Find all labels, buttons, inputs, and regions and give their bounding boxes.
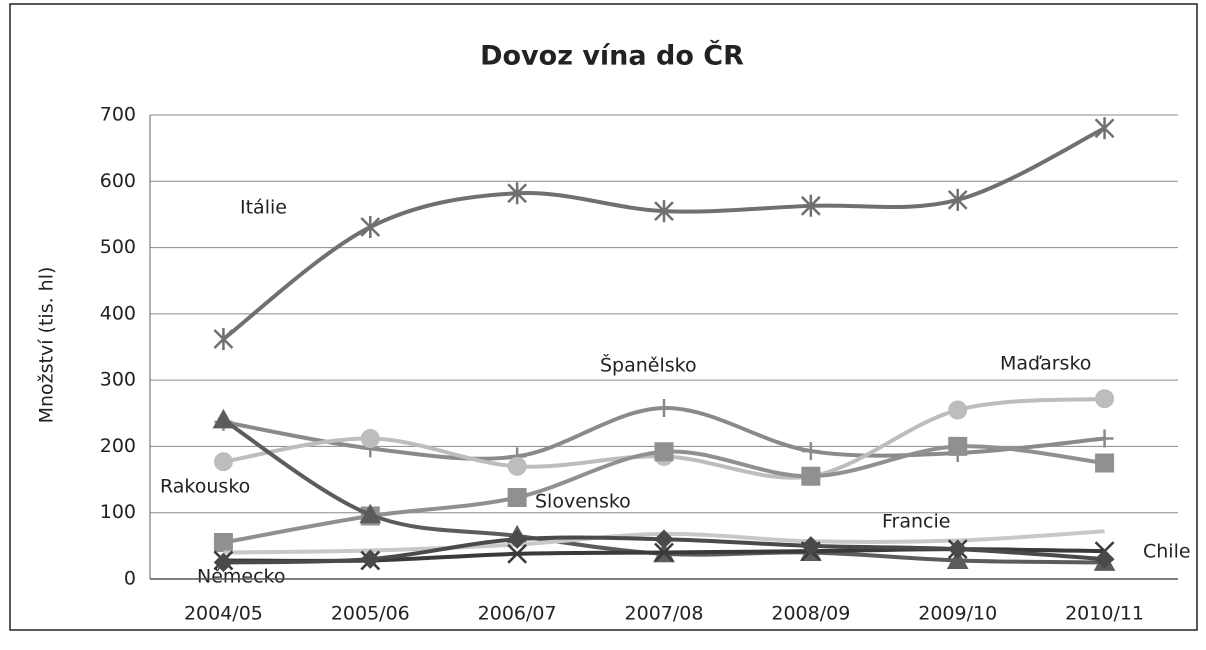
y-tick-label: 200 — [100, 435, 136, 457]
marker — [655, 398, 673, 417]
marker — [801, 442, 820, 461]
marker — [507, 487, 527, 507]
series-label: Itálie — [240, 197, 287, 219]
marker — [359, 503, 382, 524]
y-tick-label: 100 — [100, 501, 136, 523]
marker — [213, 533, 233, 553]
marker — [1095, 453, 1115, 473]
x-tick-label: 2007/08 — [625, 603, 704, 625]
series-label: Francie — [882, 511, 950, 533]
series-label: Španělsko — [600, 353, 697, 377]
y-tick-label: 0 — [124, 568, 136, 590]
x-tick-label: 2009/10 — [918, 603, 997, 625]
marker — [1095, 389, 1115, 409]
series-label: Chile — [1143, 541, 1191, 563]
marker — [800, 194, 821, 217]
y-axis-label: Množství (tis. hl) — [36, 267, 58, 424]
marker — [213, 552, 234, 573]
x-tick-label: 2004/05 — [184, 603, 263, 625]
marker — [1095, 429, 1114, 448]
marker — [948, 539, 968, 559]
x-tick-label: 2006/07 — [478, 603, 557, 625]
marker — [947, 188, 968, 211]
frame — [9, 3, 1198, 631]
marker — [654, 529, 674, 549]
marker — [801, 536, 821, 556]
chart-title: Dovoz vína do ČR — [480, 40, 744, 72]
x-tick-label: 2008/09 — [771, 603, 850, 625]
marker — [1094, 549, 1115, 569]
marker — [507, 456, 527, 476]
y-tick-label: 500 — [100, 236, 136, 258]
marker — [946, 549, 969, 569]
marker — [360, 216, 381, 239]
series-line — [222, 126, 1106, 341]
marker — [654, 200, 674, 223]
marker — [948, 436, 968, 456]
marker — [507, 182, 528, 205]
marker — [801, 466, 821, 486]
marker — [213, 328, 234, 351]
marker — [507, 543, 528, 564]
series-label: Německo — [197, 566, 286, 588]
series-label: Maďarsko — [1000, 353, 1091, 375]
x-tick-label: 2010/11 — [1065, 603, 1144, 625]
series-label: Rakousko — [160, 476, 250, 498]
y-tick-label: 700 — [100, 104, 136, 126]
series-label: Slovensko — [535, 491, 631, 513]
marker — [360, 549, 380, 569]
x-tick-label: 2005/06 — [331, 603, 410, 625]
marker — [654, 542, 674, 563]
y-tick-label: 400 — [100, 302, 136, 324]
y-tick-label: 300 — [100, 369, 136, 391]
marker — [213, 452, 233, 472]
marker — [1094, 117, 1115, 140]
marker — [212, 408, 235, 429]
y-tick-label: 600 — [100, 170, 136, 192]
marker — [948, 400, 968, 420]
marker — [654, 442, 674, 462]
marker — [507, 529, 527, 549]
marker — [360, 428, 380, 448]
